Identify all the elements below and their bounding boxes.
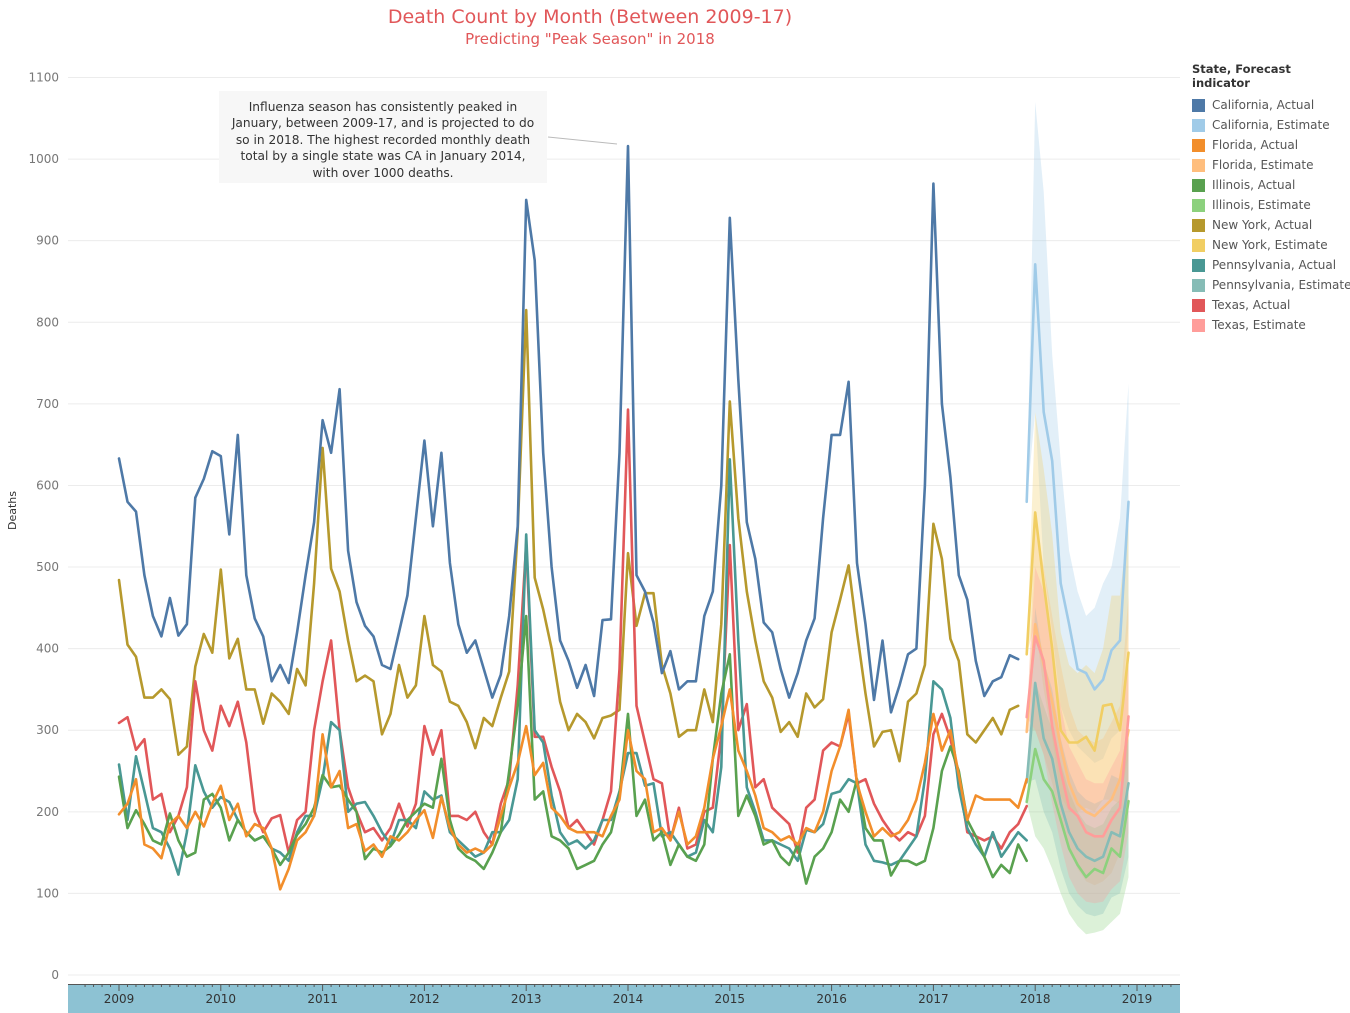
legend-swatch (1192, 158, 1205, 172)
legend-item[interactable]: California, Estimate (1192, 115, 1350, 135)
legend-label: Pennsylvania, Estimate (1212, 278, 1350, 292)
legend-item[interactable]: California, Actual (1192, 95, 1350, 115)
legend-swatch (1192, 198, 1205, 212)
legend-item[interactable]: Florida, Estimate (1192, 155, 1350, 175)
series-line (117, 144, 1020, 714)
x-tick-label: 2010 (206, 992, 237, 1006)
legend-label: New York, Actual (1212, 218, 1313, 232)
y-tick-label: 500 (36, 560, 59, 574)
legend-label: Illinois, Actual (1212, 178, 1296, 192)
series-line (1025, 262, 1130, 691)
y-tick-label: 700 (36, 397, 59, 411)
legend-label: Pennsylvania, Actual (1212, 258, 1337, 272)
series-line (1025, 747, 1130, 879)
y-tick-label: 900 (36, 234, 59, 248)
y-tick-label: 0 (51, 968, 59, 982)
legend-swatch (1192, 258, 1205, 272)
chart-subtitle: Predicting "Peak Season" in 2018 (465, 30, 715, 48)
legend-label: Florida, Actual (1212, 138, 1299, 152)
x-tick-label: 2015 (715, 992, 746, 1006)
y-tick-label: 400 (36, 642, 59, 656)
y-tick-label: 1100 (28, 71, 59, 85)
x-tick-label: 2009 (104, 992, 135, 1006)
series-lines (117, 144, 1130, 891)
y-tick-label: 800 (36, 315, 59, 329)
x-tick-label: 2012 (409, 992, 440, 1006)
x-tick-label: 2019 (1122, 992, 1153, 1006)
legend-item[interactable]: New York, Actual (1192, 215, 1350, 235)
series-line (117, 308, 1020, 763)
legend[interactable]: State, Forecast indicator California, Ac… (1192, 62, 1350, 335)
legend-swatch (1192, 118, 1205, 132)
legend-item[interactable]: New York, Estimate (1192, 235, 1350, 255)
y-tick-label: 100 (36, 886, 59, 900)
legend-item[interactable]: Illinois, Actual (1192, 175, 1350, 195)
confidence-band (1026, 102, 1129, 763)
series-line (117, 688, 1028, 891)
y-tick-label: 300 (36, 723, 59, 737)
legend-label: Illinois, Estimate (1212, 198, 1311, 212)
series-line (1025, 681, 1130, 863)
x-tick-label: 2018 (1020, 992, 1051, 1006)
series-line (117, 408, 1028, 854)
legend-swatch (1192, 238, 1205, 252)
y-tick-label: 1000 (28, 152, 59, 166)
legend-label: Florida, Estimate (1212, 158, 1314, 172)
legend-swatch (1192, 138, 1205, 152)
legend-swatch (1192, 318, 1205, 332)
chart-title: Death Count by Month (Between 2009-17) (387, 6, 793, 28)
x-tick-label: 2014 (613, 992, 644, 1006)
confidence-band (1026, 607, 1129, 917)
x-axis-band (68, 984, 1180, 1013)
x-tick-label: 2013 (511, 992, 542, 1006)
legend-label: New York, Estimate (1212, 238, 1328, 252)
x-tick-label: 2016 (816, 992, 847, 1006)
legend-swatch (1192, 178, 1205, 192)
legend-item[interactable]: Pennsylvania, Estimate (1192, 275, 1350, 295)
legend-swatch (1192, 218, 1205, 232)
y-tick-label: 200 (36, 805, 59, 819)
annotation-box: Influenza season has consistently peaked… (219, 91, 547, 183)
legend-item[interactable]: Illinois, Estimate (1192, 195, 1350, 215)
legend-label: Texas, Estimate (1212, 318, 1306, 332)
y-axis-label: Deaths (6, 491, 19, 530)
series-line (1025, 635, 1130, 838)
confidence-band (1026, 518, 1129, 886)
legend-label: California, Actual (1212, 98, 1315, 112)
x-tick-label: 2017 (918, 992, 949, 1006)
x-tick-label: 2011 (307, 992, 338, 1006)
legend-label: California, Estimate (1212, 118, 1330, 132)
legend-item[interactable]: Pennsylvania, Actual (1192, 255, 1350, 275)
y-tick-label: 600 (36, 478, 59, 492)
legend-swatch (1192, 278, 1205, 292)
confidence-bands (1026, 102, 1129, 935)
legend-swatch (1192, 98, 1205, 112)
legend-swatch (1192, 298, 1205, 312)
legend-item[interactable]: Texas, Actual (1192, 295, 1350, 315)
legend-item[interactable]: Texas, Estimate (1192, 315, 1350, 335)
legend-label: Texas, Actual (1212, 298, 1291, 312)
legend-title: State, Forecast indicator (1192, 62, 1291, 90)
axes: 0 100 200 300 400 500 600 700 800 900 1000 1100 2009… (28, 71, 1180, 1013)
series-line (1025, 511, 1130, 752)
legend-items: California, Actual California, Estimate Fl… (1192, 95, 1350, 335)
legend-item[interactable]: Florida, Actual (1192, 135, 1350, 155)
annotation-leader (547, 136, 618, 145)
